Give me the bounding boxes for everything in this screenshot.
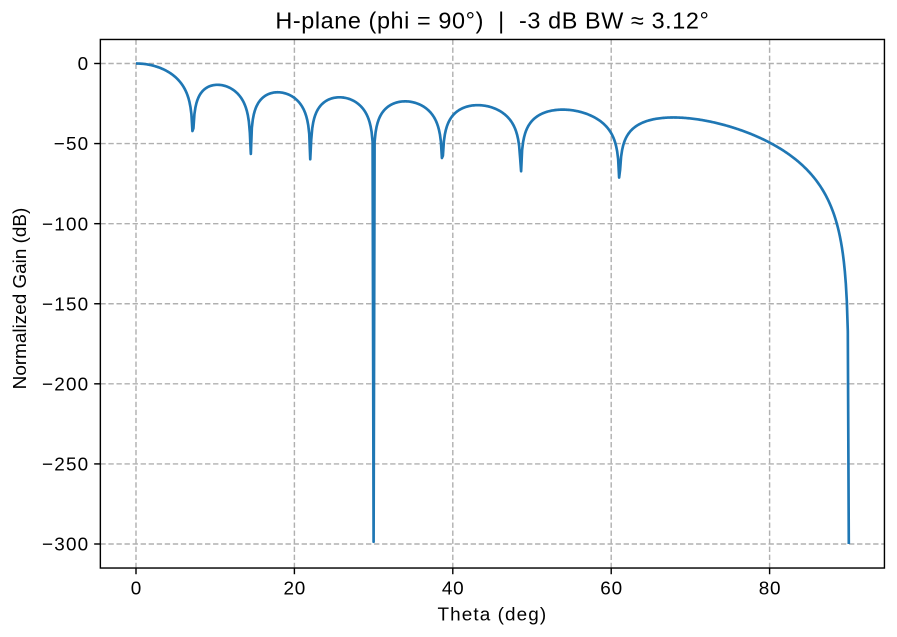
- svg-text:−200: −200: [42, 374, 89, 395]
- svg-text:40: 40: [442, 578, 465, 599]
- svg-text:−50: −50: [54, 134, 90, 155]
- svg-text:60: 60: [600, 578, 623, 599]
- svg-text:H-plane (phi = 90°) | -3 dB: H-plane (phi = 90°) | -3 dB BW ≈ 3.12°: [275, 8, 709, 34]
- svg-text:Normalized Gain (dB): Normalized Gain (dB): [10, 208, 31, 390]
- svg-text:−150: −150: [42, 294, 89, 315]
- svg-text:0: 0: [131, 578, 142, 599]
- svg-text:20: 20: [283, 578, 306, 599]
- svg-text:−300: −300: [42, 535, 89, 556]
- svg-text:0: 0: [78, 54, 90, 75]
- svg-text:80: 80: [759, 578, 782, 599]
- svg-text:−100: −100: [42, 214, 89, 235]
- svg-text:−250: −250: [42, 455, 89, 476]
- svg-text:Theta (deg): Theta (deg): [438, 605, 548, 626]
